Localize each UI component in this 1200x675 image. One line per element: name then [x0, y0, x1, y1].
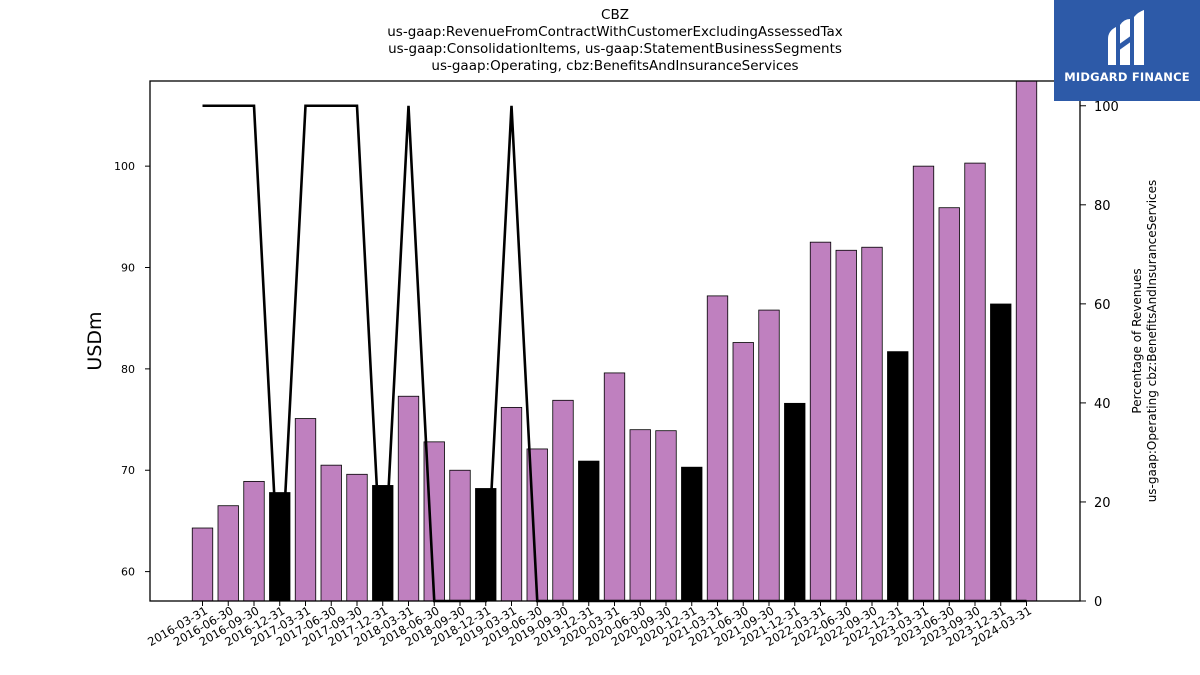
y-tick-label-60: 60	[121, 566, 135, 579]
bar-2022-03-31	[809, 241, 832, 602]
bar-2023-03-31	[912, 165, 935, 602]
bar-2022-09-30	[861, 246, 883, 602]
bar-2021-09-30	[758, 309, 780, 602]
bar-2018-09-30	[449, 469, 471, 602]
bar-2024-03-31	[1015, 80, 1038, 602]
title-line-4: us-gaap:Operating, cbz:BenefitsAndInsura…	[431, 58, 799, 74]
title-line-2: us-gaap:RevenueFromContractWithCustomerE…	[387, 24, 843, 40]
brand-logo: MIDGARD FINANCE	[1054, 0, 1200, 101]
bar-2019-12-31	[578, 460, 600, 602]
y2-axis-label-line-1: Percentage of Revenues	[1130, 268, 1144, 413]
y2-tick-label-40: 40	[1094, 397, 1111, 412]
bar-2017-06-30	[320, 464, 342, 602]
bar-2016-06-30	[217, 505, 239, 602]
title-line-1: CBZ	[601, 7, 629, 23]
bar-2022-12-31	[887, 351, 909, 602]
bar-2020-09-30	[655, 430, 677, 602]
bar-2020-12-31	[681, 466, 703, 602]
bar-2017-03-31	[294, 418, 317, 602]
bar-2019-09-30	[552, 399, 574, 602]
bar-2020-03-31	[603, 372, 626, 602]
y2-tick-label-60: 60	[1094, 298, 1111, 313]
bar-2022-06-30	[835, 249, 857, 602]
y-tick-label-90: 90	[121, 262, 135, 275]
y2-tick-label-80: 80	[1094, 199, 1111, 214]
bar-2020-06-30	[629, 429, 651, 602]
bar-2021-03-31	[706, 295, 729, 602]
y-axis-label: USDm	[84, 311, 106, 370]
bar-2016-09-30	[243, 480, 265, 602]
bar-2023-12-31	[990, 303, 1012, 602]
bar-2021-12-31	[784, 402, 806, 602]
logo-text: MIDGARD FINANCE	[1064, 70, 1190, 84]
y2-tick-label-100: 100	[1094, 100, 1119, 115]
logo-mark-icon	[1108, 10, 1144, 65]
y-tick-label-70: 70	[121, 464, 135, 477]
bar-2021-06-30	[732, 342, 754, 602]
bar-2017-09-30	[346, 473, 368, 602]
title-line-3: us-gaap:ConsolidationItems, us-gaap:Stat…	[388, 41, 842, 57]
bar-2019-03-31	[500, 406, 523, 602]
y2-axis-label-line-2: us-gaap:Operating cbz:BenefitsAndInsuran…	[1145, 180, 1159, 503]
bar-2016-03-31	[191, 527, 214, 602]
bar-2023-06-30	[938, 207, 960, 602]
y2-tick-label-20: 20	[1094, 496, 1111, 511]
chart-title: CBZ us-gaap:RevenueFromContractWithCusto…	[150, 7, 1080, 75]
y-tick-label-100: 100	[114, 160, 135, 173]
y-tick-label-80: 80	[121, 363, 135, 376]
bar-2018-03-31	[397, 395, 420, 602]
bar-2023-09-30	[964, 162, 986, 602]
y2-tick-label-0: 0	[1094, 595, 1102, 610]
